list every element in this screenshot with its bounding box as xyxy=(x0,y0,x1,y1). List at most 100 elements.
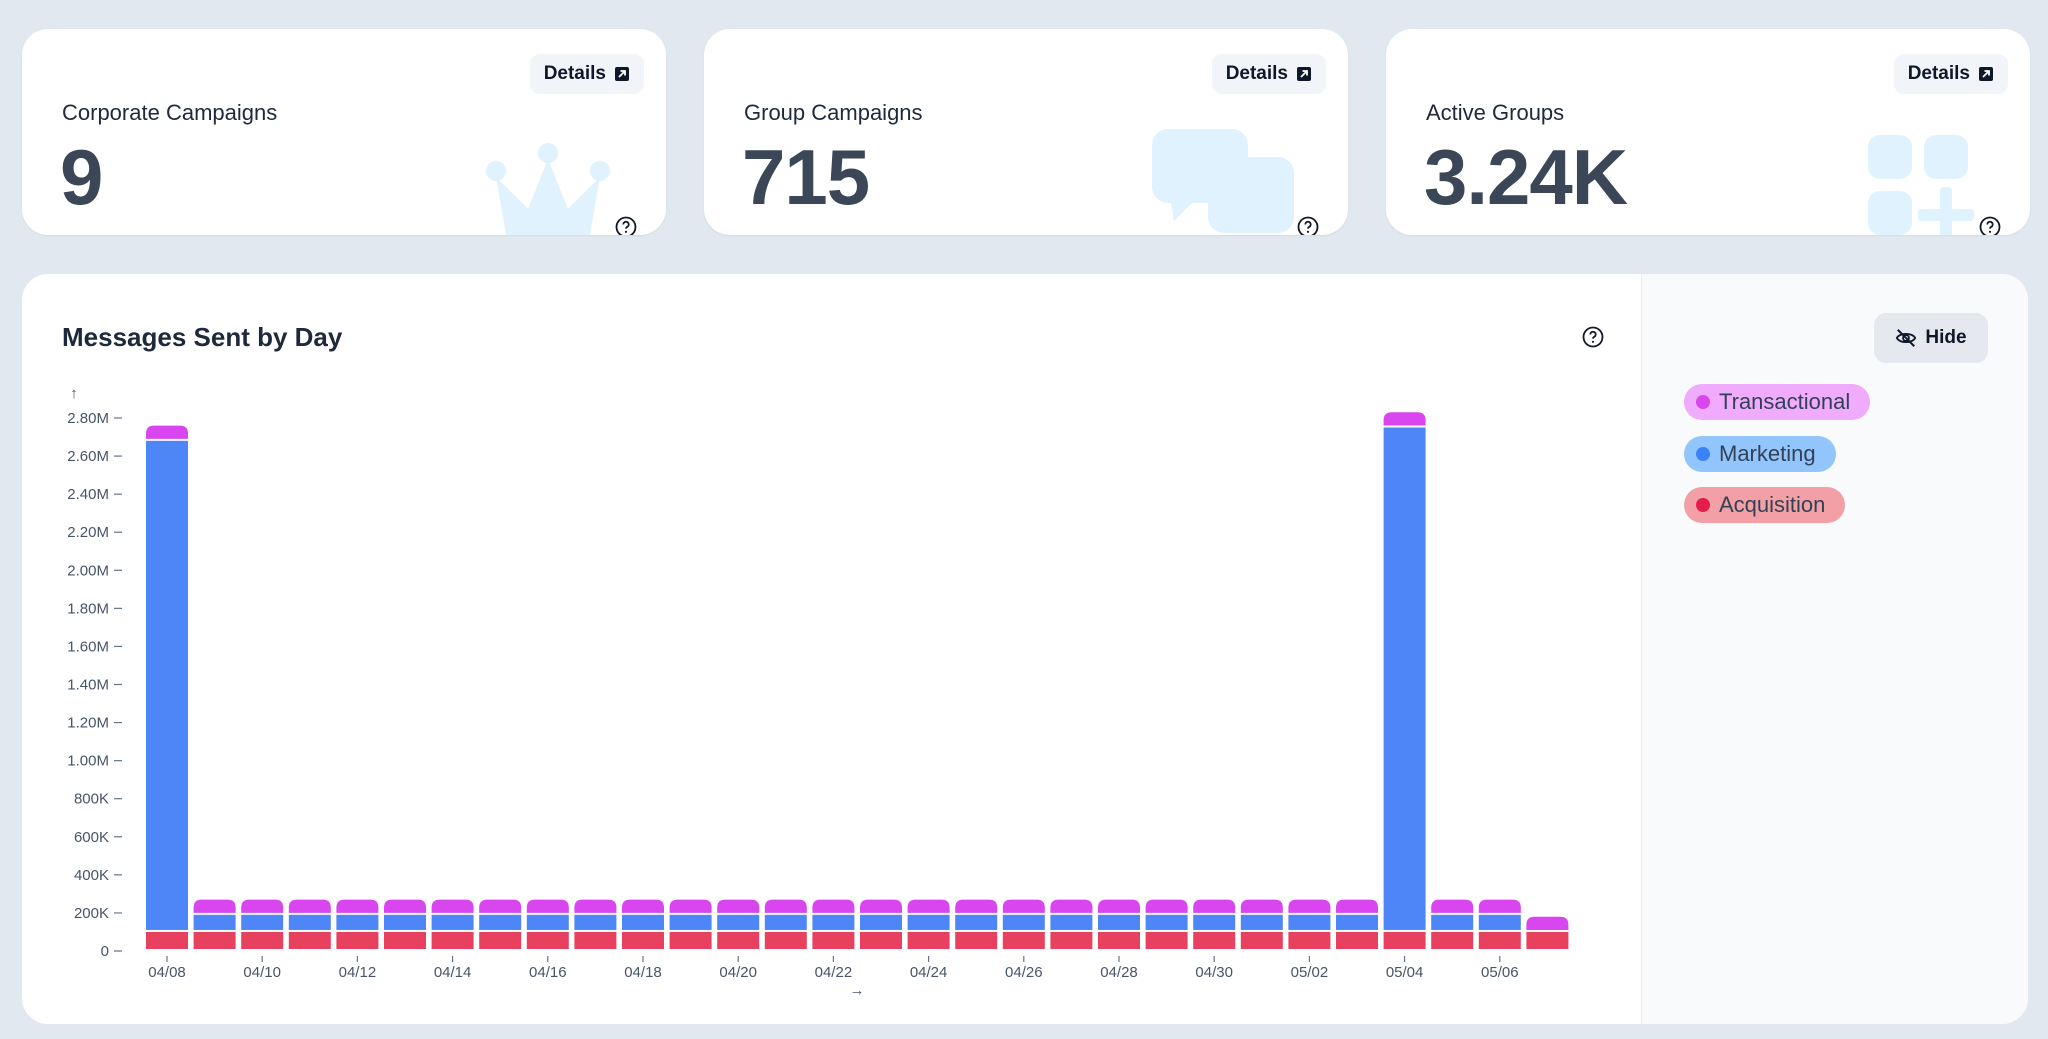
x-tick-label: 04/22 xyxy=(815,964,853,981)
bar-segment-acquisition xyxy=(384,931,426,949)
bar-segment-transactional xyxy=(336,899,379,913)
x-tick-label: 04/16 xyxy=(529,964,567,981)
y-tick-label: 800K xyxy=(74,791,109,808)
y-tick-label: 1.00M xyxy=(67,753,109,770)
bar-segment-acquisition xyxy=(812,931,855,949)
bar-segment-acquisition xyxy=(193,931,236,949)
bar-segment-marketing xyxy=(907,914,950,930)
kpi-card-corporate-campaigns: Corporate Campaigns 9 Details xyxy=(22,29,666,235)
bar-segment-transactional xyxy=(907,899,950,913)
bar-segment-transactional xyxy=(1145,899,1188,913)
bar-segment-marketing xyxy=(764,914,807,930)
external-link-icon xyxy=(1297,67,1311,81)
details-button[interactable]: Details xyxy=(1893,54,2008,94)
bar-segment-transactional xyxy=(526,899,569,913)
add-grid-icon xyxy=(1868,135,1974,235)
legend-item-acquisition[interactable]: Acquisition xyxy=(1684,487,1846,523)
y-tick-label: 0 xyxy=(101,943,109,960)
x-tick-label: 04/26 xyxy=(1005,964,1043,981)
bar-segment-acquisition xyxy=(907,931,950,949)
bar-segment-acquisition xyxy=(1050,931,1093,949)
bar-segment-acquisition xyxy=(1145,931,1188,949)
bar-segment-marketing xyxy=(241,914,284,930)
bar-segment-marketing xyxy=(336,914,379,930)
external-link-icon xyxy=(615,67,629,81)
bar-segment-acquisition xyxy=(146,931,188,949)
kpi-title: Active Groups xyxy=(1426,100,1565,125)
x-tick-label: 05/06 xyxy=(1481,964,1519,981)
bar-segment-marketing xyxy=(1383,427,1426,930)
x-tick-label: 04/10 xyxy=(243,964,281,981)
bar-segment-acquisition xyxy=(1193,931,1236,949)
x-axis-arrow: → xyxy=(850,982,865,999)
bar-segment-marketing xyxy=(288,914,331,930)
bar-segment-transactional xyxy=(764,899,807,913)
bar-segment-marketing xyxy=(146,440,188,930)
bar-segment-transactional xyxy=(1478,899,1521,913)
legend-dot xyxy=(1696,447,1710,461)
bar-segment-transactional xyxy=(1336,899,1378,913)
help-icon[interactable] xyxy=(1978,215,2002,235)
x-tick-label: 04/30 xyxy=(1195,964,1233,981)
bar-segment-acquisition xyxy=(1288,931,1331,949)
kpi-value: 715 xyxy=(742,133,870,221)
help-icon[interactable] xyxy=(1581,325,1605,349)
y-tick-label: 2.20M xyxy=(67,524,109,541)
y-tick-label: 2.00M xyxy=(67,562,109,579)
bar-segment-transactional xyxy=(1050,899,1093,913)
bar-segment-acquisition xyxy=(717,931,760,949)
bar-segment-marketing xyxy=(526,914,569,930)
bar-segment-transactional xyxy=(812,899,855,913)
kpi-card-group-campaigns: Group Campaigns 715 Details xyxy=(704,29,1348,235)
bar-segment-acquisition xyxy=(1098,931,1140,949)
bar-segment-transactional xyxy=(1240,899,1283,913)
bar-segment-marketing xyxy=(1002,914,1045,930)
bar-segment-acquisition xyxy=(764,931,807,949)
details-label: Details xyxy=(543,63,606,84)
x-tick-label: 04/28 xyxy=(1100,964,1138,981)
help-icon[interactable] xyxy=(1296,215,1320,235)
legend-item-transactional[interactable]: Transactional xyxy=(1684,384,1871,420)
bar-segment-acquisition xyxy=(479,931,522,949)
bar-segment-acquisition xyxy=(526,931,569,949)
bar-segment-transactional xyxy=(1098,899,1140,913)
bar-segment-marketing xyxy=(1478,914,1521,930)
details-label: Details xyxy=(1225,63,1288,84)
bar-segment-transactional xyxy=(241,899,284,913)
bar-segment-marketing xyxy=(479,914,522,930)
bar-segment-marketing xyxy=(622,914,664,930)
bar-segment-transactional xyxy=(1002,899,1045,913)
bar-segment-marketing xyxy=(193,914,236,930)
details-button[interactable]: Details xyxy=(1211,54,1326,94)
y-tick-label: 1.20M xyxy=(67,715,109,732)
bar-segment-transactional xyxy=(574,899,617,913)
y-tick-label: 1.80M xyxy=(67,600,109,617)
x-tick-label: 04/12 xyxy=(339,964,377,981)
kpi-title: Corporate Campaigns xyxy=(62,100,278,125)
legend-label: Marketing xyxy=(1719,441,1816,466)
kpi-title: Group Campaigns xyxy=(744,100,923,125)
bar-segment-marketing xyxy=(1050,914,1093,930)
bar-segment-acquisition xyxy=(955,931,998,949)
bar-segment-acquisition xyxy=(1002,931,1045,949)
y-tick-label: 2.60M xyxy=(67,448,109,465)
legend-item-marketing[interactable]: Marketing xyxy=(1684,436,1836,472)
bar-segment-marketing xyxy=(574,914,617,930)
x-tick-label: 05/02 xyxy=(1291,964,1329,981)
bar-segment-marketing xyxy=(1288,914,1331,930)
y-tick-label: 600K xyxy=(74,829,109,846)
kpi-value: 3.24K xyxy=(1424,133,1628,221)
bar-segment-transactional xyxy=(288,899,331,913)
bar-segment-transactional xyxy=(1288,899,1331,913)
x-tick-label: 04/24 xyxy=(910,964,948,981)
help-icon[interactable] xyxy=(614,215,638,235)
y-tick-label: 200K xyxy=(74,905,109,922)
bar-segment-acquisition xyxy=(1431,931,1474,949)
details-button[interactable]: Details xyxy=(529,54,644,94)
bar-segment-transactional xyxy=(669,899,712,913)
hide-legend-button[interactable]: Hide xyxy=(1874,313,1988,363)
y-tick-label: 2.40M xyxy=(67,486,109,503)
x-tick-label: 04/20 xyxy=(719,964,757,981)
legend-label: Acquisition xyxy=(1719,492,1826,517)
bar-segment-marketing xyxy=(431,914,474,930)
